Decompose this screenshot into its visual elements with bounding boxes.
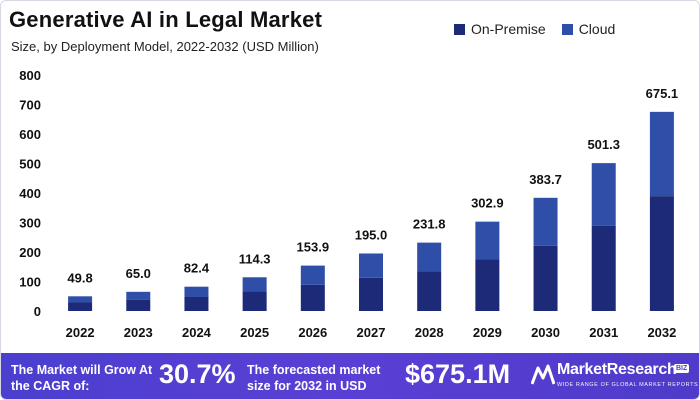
x-tick-label: 2032 bbox=[647, 325, 676, 340]
brand-logo-badge: BIZ bbox=[674, 364, 690, 373]
bar-cloud bbox=[475, 221, 500, 260]
y-tick-label: 200 bbox=[19, 245, 41, 260]
bar-on-premise bbox=[126, 299, 151, 311]
y-tick-label: 400 bbox=[19, 186, 41, 201]
summary-banner: The Market will Grow At the CAGR of: 30.… bbox=[1, 353, 699, 399]
bar-on-premise bbox=[68, 302, 93, 311]
bar-cloud bbox=[300, 265, 325, 285]
bar-total-label: 114.3 bbox=[239, 251, 271, 266]
bar-total-label: 65.0 bbox=[126, 266, 151, 281]
bar-total-label: 49.8 bbox=[67, 270, 92, 285]
brand-logo-name: MarketResearch bbox=[557, 361, 677, 378]
bar-on-premise bbox=[242, 291, 267, 311]
x-tick-label: 2027 bbox=[357, 325, 386, 340]
y-tick-label: 300 bbox=[19, 216, 41, 231]
bar-total-label: 195.0 bbox=[355, 227, 388, 242]
bar-cloud bbox=[68, 296, 93, 303]
bar-total-label: 82.4 bbox=[184, 261, 210, 276]
bar-cloud bbox=[649, 111, 674, 197]
banner-forecast-value: $675.1M bbox=[405, 359, 511, 389]
brand-logo-tagline: WIDE RANGE OF GLOBAL MARKET REPORTS bbox=[557, 382, 699, 388]
x-tick-label: 2026 bbox=[298, 325, 327, 340]
x-tick-label: 2024 bbox=[182, 325, 212, 340]
legend-label-cloud: Cloud bbox=[578, 21, 616, 37]
banner-cagr-value: 30.7% bbox=[159, 359, 236, 389]
legend-label-on-premise: On-Premise bbox=[471, 21, 546, 37]
x-tick-label: 2023 bbox=[124, 325, 153, 340]
bar-total-label: 383.7 bbox=[529, 172, 562, 187]
bar-total-label: 302.9 bbox=[471, 196, 504, 211]
bar-cloud bbox=[591, 163, 616, 226]
brand-logo-icon bbox=[531, 364, 555, 385]
y-tick-label: 0 bbox=[34, 304, 41, 319]
x-tick-label: 2025 bbox=[240, 325, 269, 340]
x-tick-label: 2030 bbox=[531, 325, 560, 340]
bar-cloud bbox=[126, 291, 151, 300]
bar-cloud bbox=[184, 286, 209, 297]
x-tick-label: 2028 bbox=[415, 325, 444, 340]
bar-on-premise bbox=[359, 277, 383, 311]
bar-on-premise bbox=[417, 271, 442, 311]
bar-total-label: 675.1 bbox=[646, 86, 679, 101]
bar-cloud bbox=[359, 253, 383, 278]
chart-subtitle: Size, by Deployment Model, 2022-2032 (US… bbox=[11, 39, 319, 54]
bar-cloud bbox=[417, 242, 442, 272]
bar-total-label: 153.9 bbox=[297, 240, 330, 255]
banner-cagr-caption: The Market will Grow At the CAGR of: bbox=[11, 363, 153, 393]
x-tick-label: 2022 bbox=[66, 325, 95, 340]
bar-on-premise bbox=[184, 296, 209, 311]
bar-cloud bbox=[533, 197, 558, 246]
y-tick-label: 700 bbox=[19, 98, 41, 113]
brand-logo: MarketResearch BIZ WIDE RANGE OF GLOBAL … bbox=[529, 359, 699, 395]
bar-cloud bbox=[242, 277, 267, 292]
y-tick-label: 800 bbox=[19, 68, 41, 83]
banner-forecast-caption: The forecasted market size for 2032 in U… bbox=[247, 363, 381, 393]
chart-legend: On-Premise Cloud bbox=[454, 21, 631, 37]
x-tick-label: 2029 bbox=[473, 325, 502, 340]
chart-title: Generative AI in Legal Market bbox=[9, 7, 323, 32]
x-tick-label: 2031 bbox=[589, 325, 618, 340]
legend-swatch-cloud bbox=[561, 23, 573, 35]
bar-chart: 0 100 200 300 400 500 600 700 800 49.8 2022 65.0 202… bbox=[19, 68, 679, 340]
y-tick-label: 500 bbox=[19, 157, 41, 172]
legend-item-cloud: Cloud bbox=[561, 21, 616, 37]
y-tick-label: 100 bbox=[19, 275, 41, 290]
bar-total-label: 501.3 bbox=[587, 137, 620, 152]
legend-item-on-premise: On-Premise bbox=[454, 21, 546, 37]
bar-on-premise bbox=[300, 284, 325, 311]
y-tick-label: 600 bbox=[19, 127, 41, 142]
bar-total-label: 231.8 bbox=[413, 217, 446, 232]
bar-on-premise bbox=[533, 245, 558, 311]
bar-on-premise bbox=[591, 225, 616, 311]
legend-swatch-on-premise bbox=[454, 23, 465, 35]
bar-on-premise bbox=[649, 196, 674, 311]
bar-on-premise bbox=[475, 259, 500, 311]
